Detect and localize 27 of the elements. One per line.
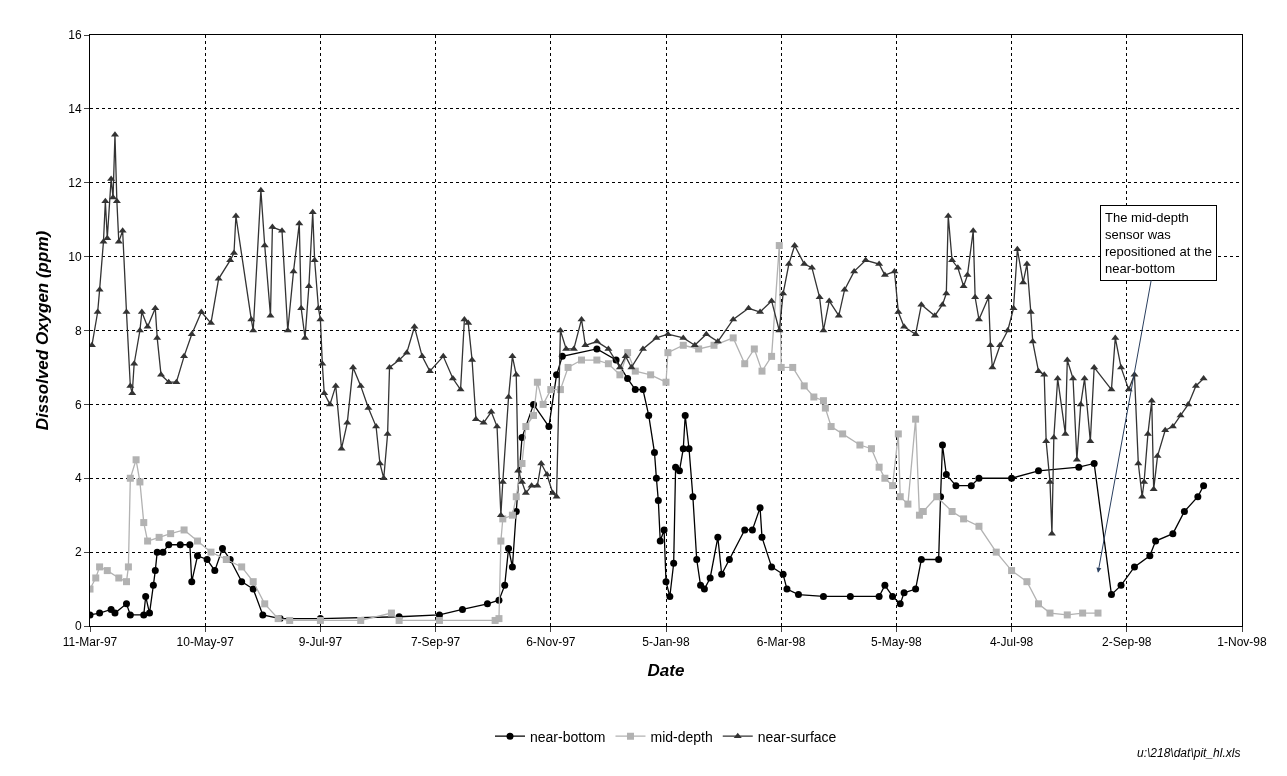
- x-tick-label: 1-Nov-98: [1217, 635, 1267, 650]
- legend-label: mid-depth: [650, 728, 713, 745]
- text: u:\218\dat\pit_hl.xls: [1137, 746, 1241, 760]
- x-tick-label: 6-Nov-97: [526, 635, 576, 650]
- x-tick-label: 9-Jul-97: [298, 635, 343, 650]
- x-tick-label: 11-Mar-97: [62, 635, 118, 650]
- y-tick-label: 12: [68, 175, 82, 190]
- y-tick-label: 6: [74, 397, 82, 412]
- x-tick-label: 2-Sep-98: [1102, 635, 1152, 650]
- x-tick-label: 7-Sep-97: [410, 635, 461, 650]
- y-tick-label: 0: [74, 619, 82, 634]
- x-tick-label: 5-Jan-98: [642, 635, 690, 650]
- y-tick-label: 14: [68, 102, 82, 117]
- annotation: The mid-depth sensor was repositioned at the near-bottom: [1105, 210, 1212, 276]
- y-tick-label: 2: [74, 545, 82, 560]
- y-tick-label: 8: [74, 323, 82, 338]
- x-tick-label: 6-Mar-98: [756, 635, 806, 650]
- y-axis-title: Dissolved Oxygen (ppm): [32, 230, 52, 431]
- x-axis-title: Date: [647, 660, 685, 680]
- legend-label: near-surface: [757, 728, 837, 745]
- x-tick-label: 5-May-98: [871, 635, 923, 650]
- y-tick-label: 16: [68, 28, 82, 43]
- x-tick-label: 10-May-97: [176, 635, 235, 650]
- x-tick-label: 4-Jul-98: [989, 635, 1034, 650]
- y-tick-label: 10: [68, 249, 82, 264]
- y-tick-label: 4: [74, 471, 82, 486]
- legend-label: near-bottom: [530, 728, 606, 745]
